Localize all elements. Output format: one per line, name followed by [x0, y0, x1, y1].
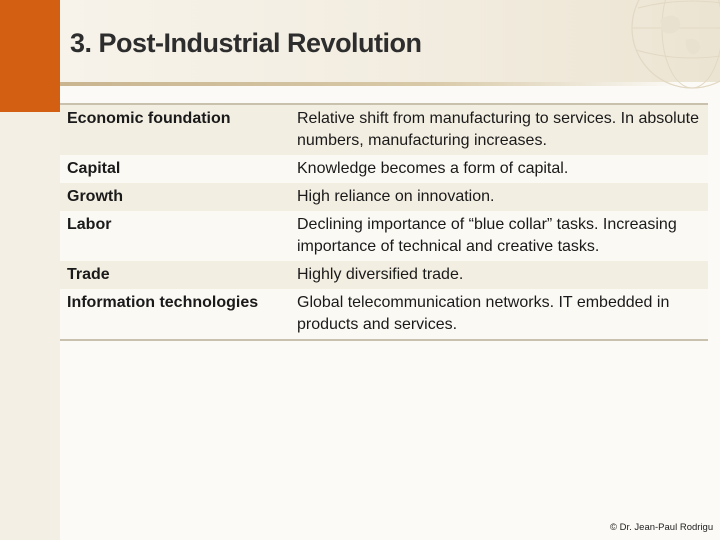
row-value: Global telecommunication networks. IT em… [283, 289, 708, 341]
globe-watermark-icon [631, 0, 720, 89]
row-label: Capital [60, 155, 283, 183]
row-value: Highly diversified trade. [283, 261, 708, 289]
row-label: Labor [60, 211, 283, 261]
accent-corner-block [0, 0, 60, 112]
comparison-table: Economic foundation Relative shift from … [60, 103, 708, 341]
row-value: High reliance on innovation. [283, 183, 708, 211]
table-row: Information technologies Global telecomm… [60, 289, 708, 341]
table-row: Economic foundation Relative shift from … [60, 103, 708, 155]
row-value: Declining importance of “blue collar” ta… [283, 211, 708, 261]
title-rule [60, 82, 680, 86]
row-label: Economic foundation [60, 103, 283, 155]
table-row: Trade Highly diversified trade. [60, 261, 708, 289]
row-label: Growth [60, 183, 283, 211]
row-label: Trade [60, 261, 283, 289]
slide-title: 3. Post-Industrial Revolution [70, 28, 422, 58]
row-label: Information technologies [60, 289, 283, 341]
title-band [60, 0, 720, 82]
table-row: Growth High reliance on innovation. [60, 183, 708, 211]
table-row: Labor Declining importance of “blue coll… [60, 211, 708, 261]
row-value: Relative shift from manufacturing to ser… [283, 103, 708, 155]
copyright-notice: © Dr. Jean-Paul Rodrigu [610, 522, 714, 533]
row-value: Knowledge becomes a form of capital. [283, 155, 708, 183]
table-row: Capital Knowledge becomes a form of capi… [60, 155, 708, 183]
